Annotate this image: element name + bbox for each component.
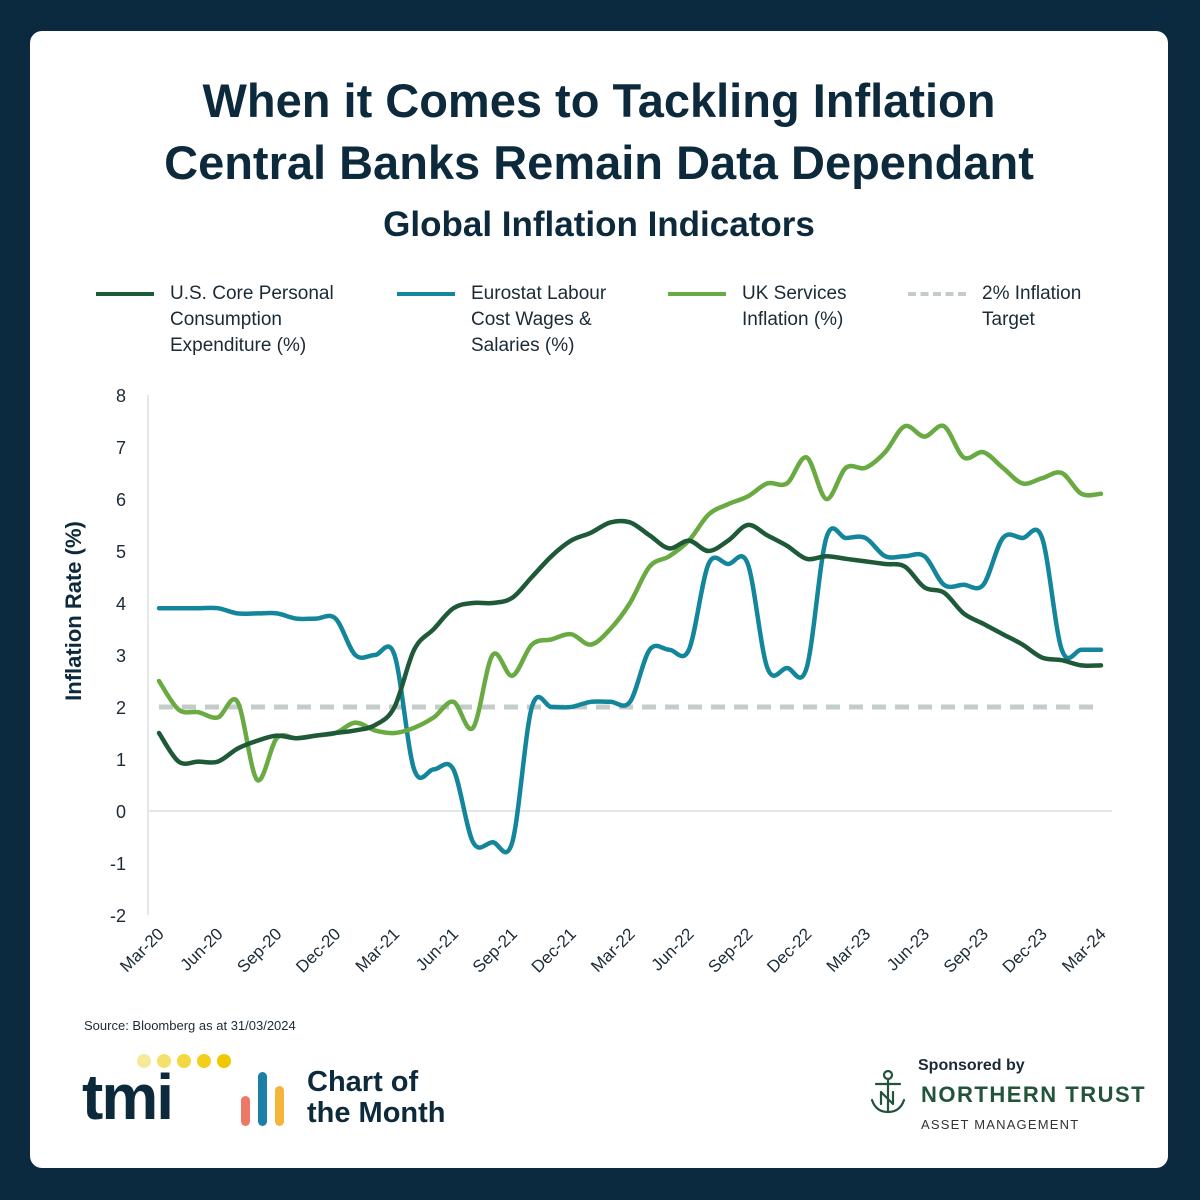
legend-label-uk-services: UK Services Inflation (%)	[742, 283, 847, 330]
legend-swatch-eurostat-wages	[397, 292, 455, 296]
y-tick-label: 5	[116, 542, 126, 562]
x-tick-label: Dec-23	[999, 924, 1051, 976]
sponsor-subtitle: ASSET MANAGEMENT	[921, 1117, 1080, 1132]
x-tick-label: Mar-20	[116, 924, 168, 976]
x-tick-label: Jun-21	[412, 924, 462, 974]
y-tick-label: 1	[116, 750, 126, 770]
x-tick-label: Mar-21	[352, 924, 404, 976]
x-tick-label: Mar-22	[587, 924, 639, 976]
x-tick-label: Dec-20	[292, 924, 344, 976]
y-tick-label: -1	[110, 854, 126, 874]
x-tick-label: Jun-20	[177, 924, 227, 974]
x-tick-label: Dec-22	[763, 924, 815, 976]
legend-label-eurostat-wages: Eurostat Labour Cost Wages & Salaries (%…	[471, 283, 607, 356]
series-line-u-s-core-personal-consumption-expenditure	[156, 518, 1104, 766]
tmi-logo-text: tmi	[82, 1061, 172, 1131]
y-tick-label: 7	[116, 438, 126, 458]
y-tick-label: 4	[116, 594, 126, 614]
series-line-uk-services-inflation	[156, 423, 1104, 783]
y-tick-label: 6	[116, 490, 126, 510]
x-tick-label: Sep-22	[704, 924, 756, 976]
series-lines	[156, 423, 1104, 855]
legend-label-us-core-pce: U.S. Core Personal Consumption Expenditu…	[170, 283, 334, 356]
chart-of-the-month-line-2: the Month	[307, 1097, 446, 1129]
x-tick-label: Sep-23	[940, 924, 992, 976]
legend-swatch-inflation-target	[908, 292, 966, 296]
x-tick-label: Mar-24	[1058, 924, 1110, 976]
x-tick-label: Dec-21	[528, 924, 580, 976]
x-tick-label: Jun-23	[883, 924, 933, 974]
chart-of-the-month-bars-icon	[241, 1072, 284, 1126]
chart-of-the-month-line-1: Chart of	[307, 1066, 419, 1098]
y-tick-label: -2	[110, 906, 126, 926]
x-tick-label: Mar-23	[823, 924, 875, 976]
x-tick-labels: Mar-20 Jun-20 Sep-20 Dec-20 Mar-21 Jun-21 Sep-…	[116, 924, 1110, 976]
page-title-line-2: Central Banks Remain Data Dependant	[164, 136, 1034, 189]
sponsor-name: NORTHERN TRUST	[921, 1082, 1147, 1107]
y-axis-title: Inflation Rate (%)	[61, 521, 86, 701]
y-tick-label: 8	[116, 386, 126, 406]
tmi-logo-dots-icon	[137, 1054, 231, 1068]
northern-trust-anchor-icon	[870, 1069, 906, 1114]
infographic-card: When it Comes to Tackling Inflation Cent…	[30, 31, 1168, 1168]
series-line-eurostat-labour-cost-wages-salaries	[156, 526, 1104, 855]
x-tick-label: Sep-20	[233, 924, 285, 976]
legend-swatch-uk-services	[668, 292, 726, 296]
y-tick-label: 2	[116, 698, 126, 718]
x-tick-label: Jun-22	[648, 924, 698, 974]
y-axis-title-text: Inflation Rate (%)	[61, 521, 86, 701]
legend-label-inflation-target: 2% Inflation Target	[982, 283, 1082, 330]
chart-subtitle: Global Inflation Indicators	[383, 205, 815, 244]
y-tick-labels: -2 -1 0 1 2 3 4 5 6 7 8	[110, 386, 126, 926]
y-tick-label: 3	[116, 646, 126, 666]
chart-axes	[147, 395, 1112, 915]
x-tick-label: Sep-21	[469, 924, 521, 976]
chart-of-the-month-title: Chart of the Month	[307, 1067, 507, 1129]
tmi-logo: tmi	[82, 1054, 231, 1131]
sponsored-by-label: Sponsored by	[918, 1057, 1025, 1074]
page-title-line-1: When it Comes to Tackling Inflation	[202, 74, 996, 127]
y-tick-label: 0	[116, 802, 126, 822]
source-note: Source: Bloomberg as at 31/03/2024	[84, 1018, 296, 1033]
legend-swatch-us-core-pce	[96, 292, 154, 296]
